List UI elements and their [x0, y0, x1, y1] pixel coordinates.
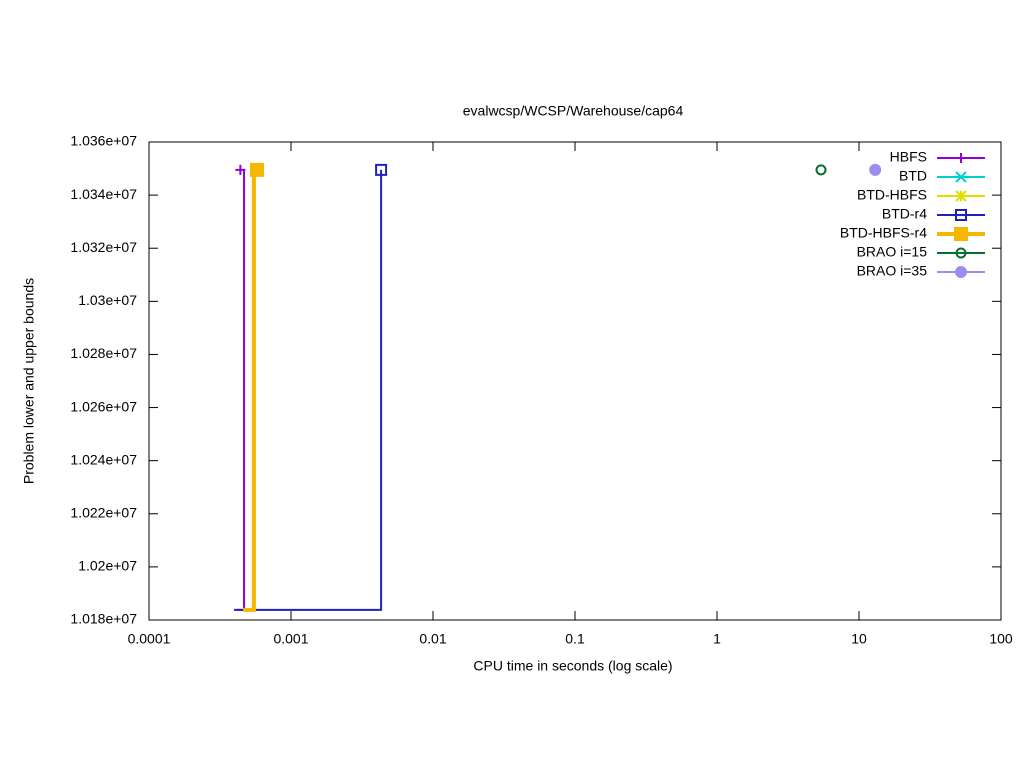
legend-label: BRAO i=35	[857, 263, 928, 279]
y-tick-label: 1.024e+07	[70, 451, 137, 467]
y-tick-label: 1.022e+07	[70, 504, 137, 520]
y-tick-label: 1.03e+07	[78, 292, 137, 308]
legend-label: BTD-HBFS-r4	[840, 225, 927, 241]
plot-frame	[148, 141, 1002, 621]
data-point	[249, 162, 264, 177]
y-tick-label: 1.028e+07	[70, 345, 137, 361]
legend-label: BRAO i=15	[857, 244, 928, 260]
x-tick-label: 0.001	[273, 631, 308, 647]
legend-marker	[955, 190, 967, 202]
legend-marker	[955, 209, 967, 221]
legend-marker	[955, 266, 967, 278]
x-tick-label: 0.1	[565, 631, 585, 647]
y-tick-label: 1.032e+07	[70, 239, 137, 255]
y-axis-label: Problem lower and upper bounds	[21, 278, 37, 484]
legend-marker	[955, 171, 967, 183]
y-tick-label: 1.026e+07	[70, 398, 137, 414]
legend-label: BTD	[899, 168, 927, 184]
x-tick-label: 0.0001	[128, 631, 171, 647]
y-tick-label: 1.034e+07	[70, 186, 137, 202]
legend-marker	[954, 227, 968, 241]
chart-title: evalwcsp/WCSP/Warehouse/cap64	[463, 103, 684, 119]
data-point	[375, 163, 388, 176]
legend-marker	[955, 247, 967, 259]
y-tick-label: 1.036e+07	[70, 133, 137, 149]
y-tick-label: 1.02e+07	[78, 558, 137, 574]
x-tick-label: 0.01	[419, 631, 446, 647]
series-line	[234, 169, 383, 611]
data-point	[235, 164, 246, 175]
y-tick-label: 1.018e+07	[70, 611, 137, 627]
legend-label: HBFS	[890, 149, 927, 165]
x-tick-label: 1	[713, 631, 721, 647]
data-point	[869, 163, 882, 176]
data-point	[815, 164, 827, 176]
series-line	[243, 169, 256, 612]
legend-label: BTD-r4	[882, 206, 927, 222]
x-tick-label: 10	[851, 631, 867, 647]
x-tick-label: 100	[989, 631, 1013, 647]
x-axis-label: CPU time in seconds (log scale)	[473, 658, 672, 674]
legend-label: BTD-HBFS	[857, 187, 927, 203]
series-line	[237, 169, 246, 611]
legend-marker	[956, 153, 966, 163]
